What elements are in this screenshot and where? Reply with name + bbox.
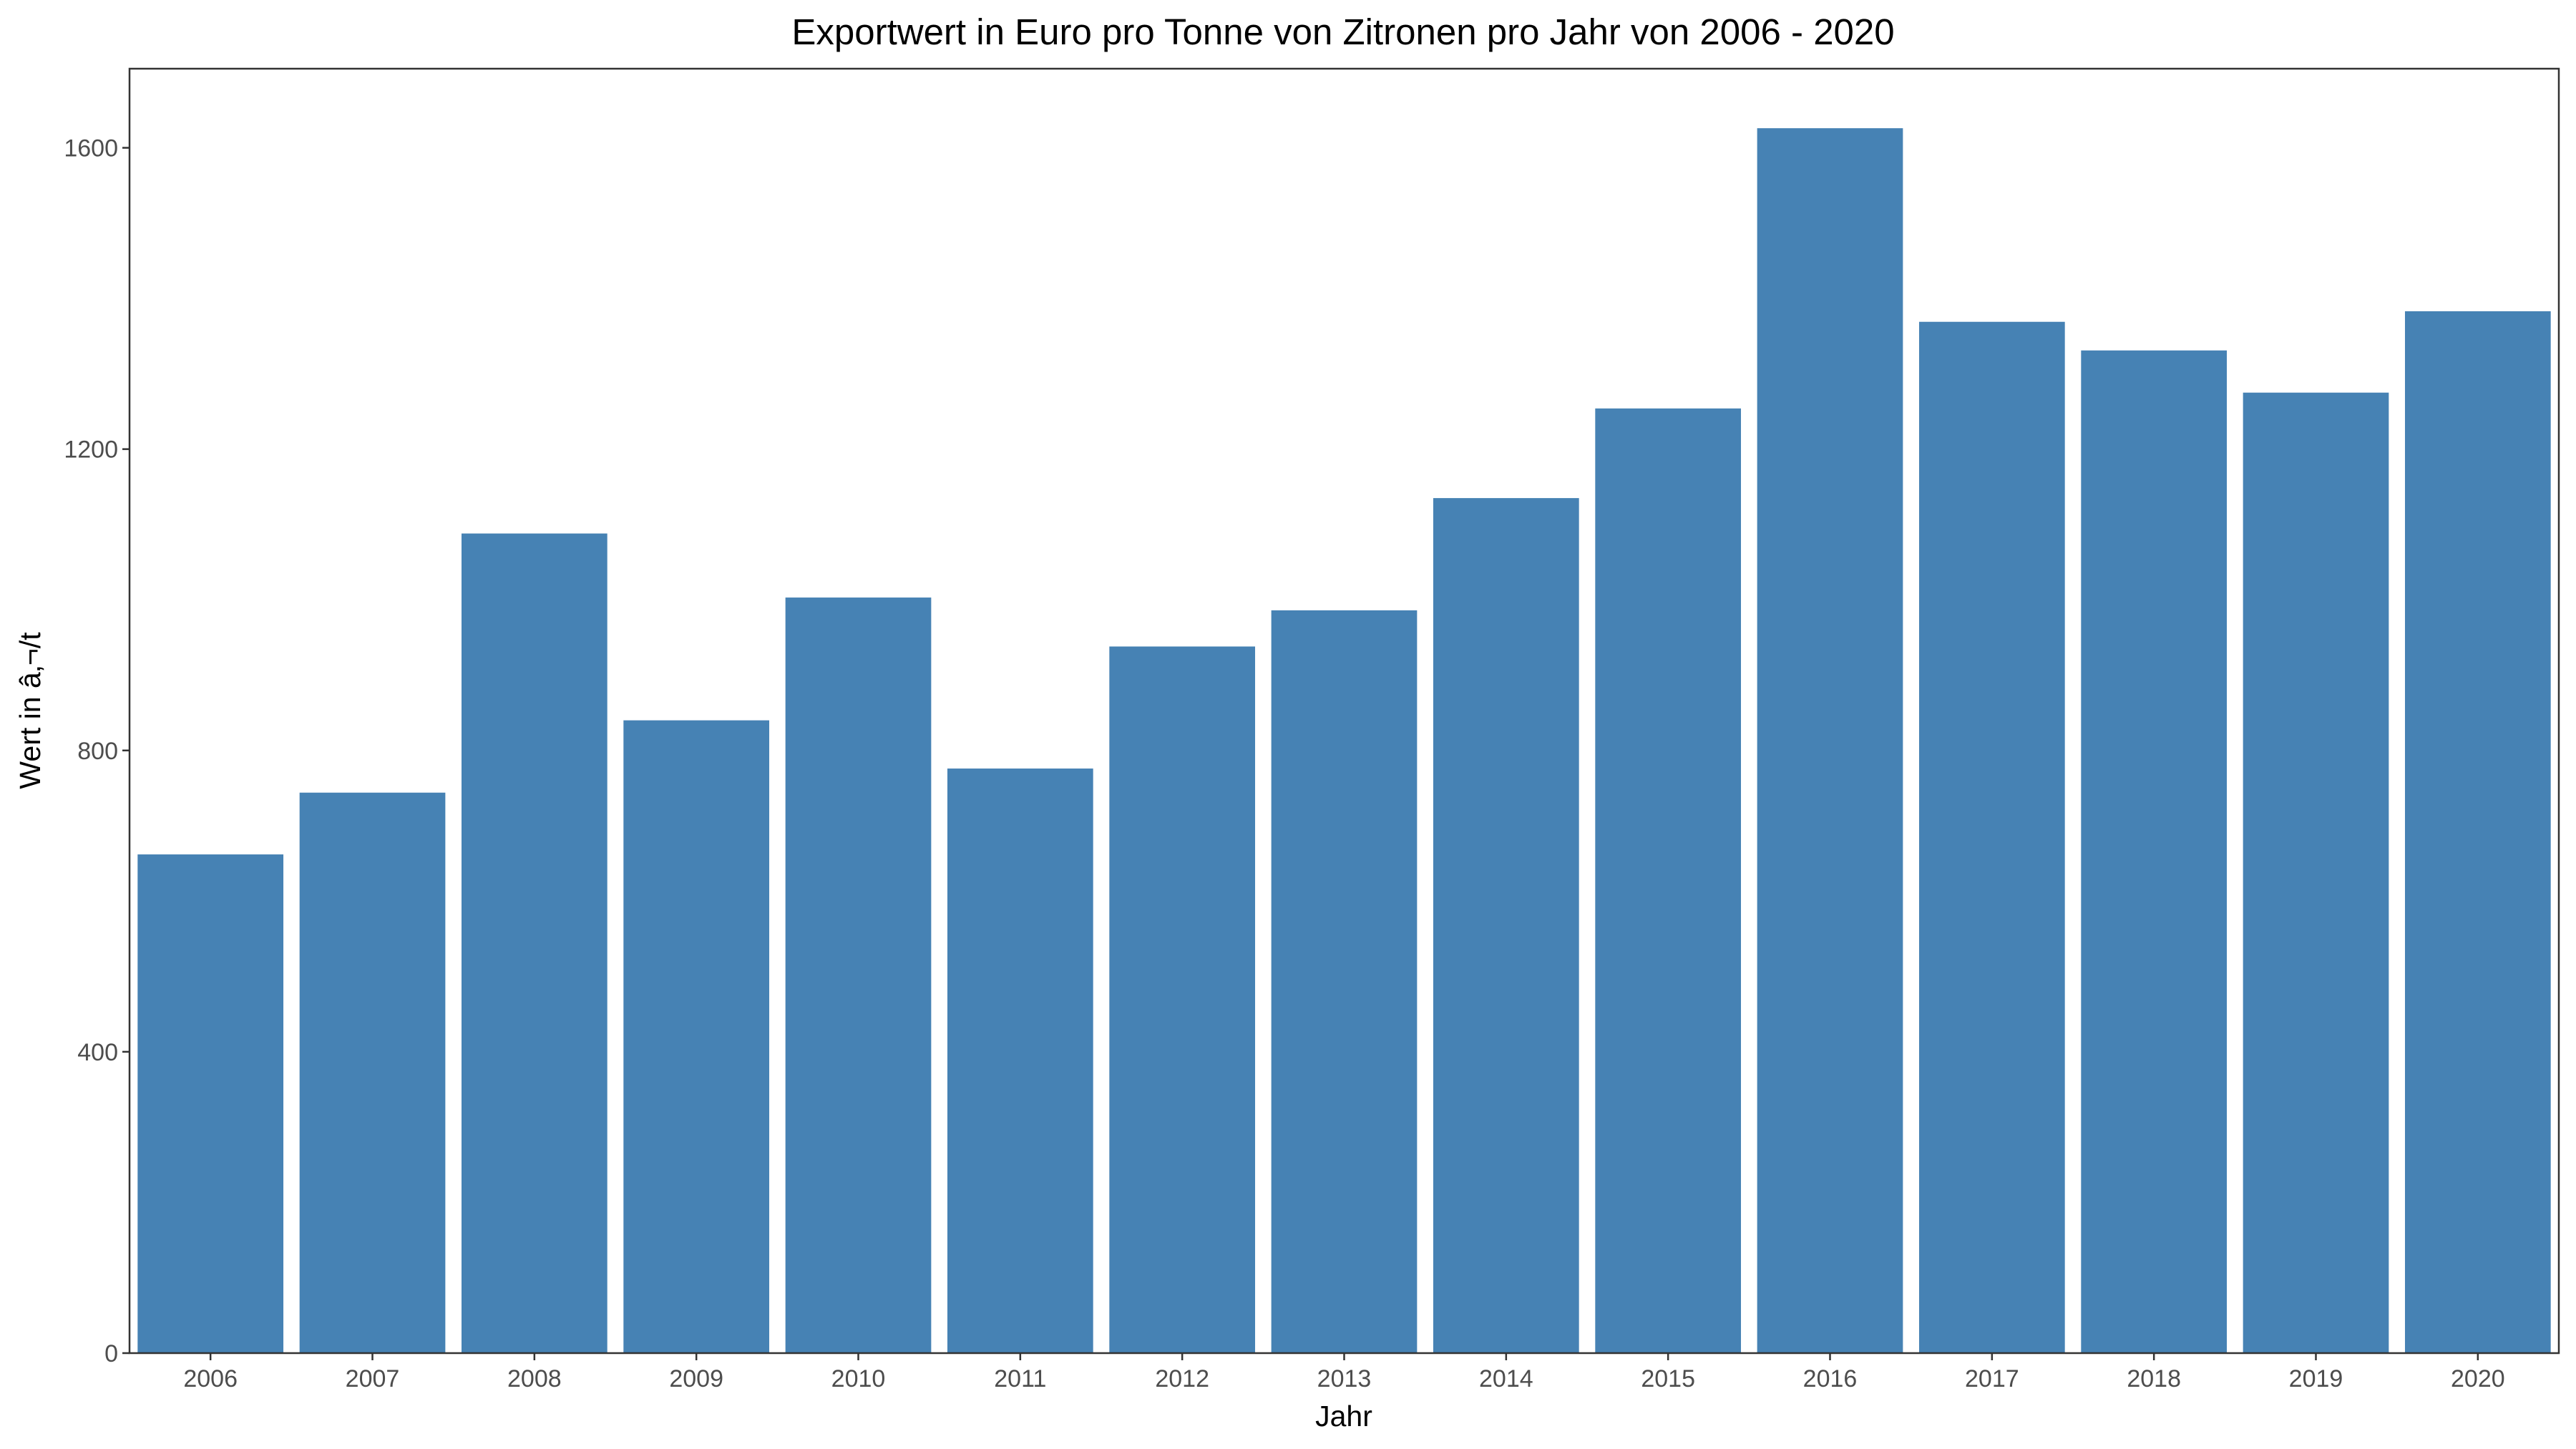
y-tick-label: 800: [77, 738, 118, 765]
bar-2016: [1757, 128, 1903, 1353]
x-tick-label: 2016: [1803, 1365, 1858, 1392]
x-tick-label: 2019: [2289, 1365, 2343, 1392]
bar-2013: [1271, 610, 1418, 1354]
x-axis: 2006 2007 2008 2009 2010 2011 2012 2013 2014 2015…: [183, 1353, 2505, 1392]
bar-2012: [1109, 646, 1256, 1353]
bar-2011: [947, 769, 1093, 1353]
x-tick-label: 2015: [1641, 1365, 1695, 1392]
x-tick-label: 2018: [2127, 1365, 2181, 1392]
bar-2008: [461, 533, 608, 1353]
y-tick-label: 1600: [64, 135, 118, 162]
x-tick-label: 2014: [1479, 1365, 1533, 1392]
panel-border: [128, 67, 2560, 1355]
x-tick-label: 2006: [183, 1365, 238, 1392]
bar-2006: [137, 854, 284, 1353]
x-tick-label: 2010: [831, 1365, 886, 1392]
bar-2018: [2081, 350, 2228, 1353]
x-tick-label: 2008: [507, 1365, 562, 1392]
bar-2007: [299, 792, 446, 1353]
y-axis-title: Wert in â‚¬/t: [14, 632, 47, 789]
y-tick-label: 1200: [64, 436, 118, 464]
x-tick-label: 2020: [2451, 1365, 2505, 1392]
chart-title: Exportwert in Euro pro Tonne von Zitrone…: [791, 11, 1894, 52]
x-tick-label: 2011: [994, 1365, 1046, 1392]
bar-2017: [1918, 321, 2065, 1353]
bar-2019: [2243, 392, 2389, 1354]
x-tick-label: 2013: [1317, 1365, 1372, 1392]
y-tick-label: 400: [77, 1039, 118, 1066]
bar-2015: [1595, 408, 1742, 1353]
x-tick-label: 2017: [1965, 1365, 2019, 1392]
bar-2009: [623, 720, 770, 1353]
x-tick-label: 2009: [669, 1365, 723, 1392]
bars-group: [137, 128, 2551, 1354]
bar-2020: [2404, 311, 2551, 1353]
bar-2010: [785, 597, 932, 1353]
x-axis-title: Jahr: [1315, 1400, 1372, 1433]
y-tick-label: 0: [104, 1340, 118, 1367]
x-tick-label: 2007: [346, 1365, 400, 1392]
x-tick-label: 2012: [1155, 1365, 1209, 1392]
bar-2014: [1433, 498, 1579, 1353]
y-axis: 0 400 800 1200 1600: [64, 135, 130, 1367]
